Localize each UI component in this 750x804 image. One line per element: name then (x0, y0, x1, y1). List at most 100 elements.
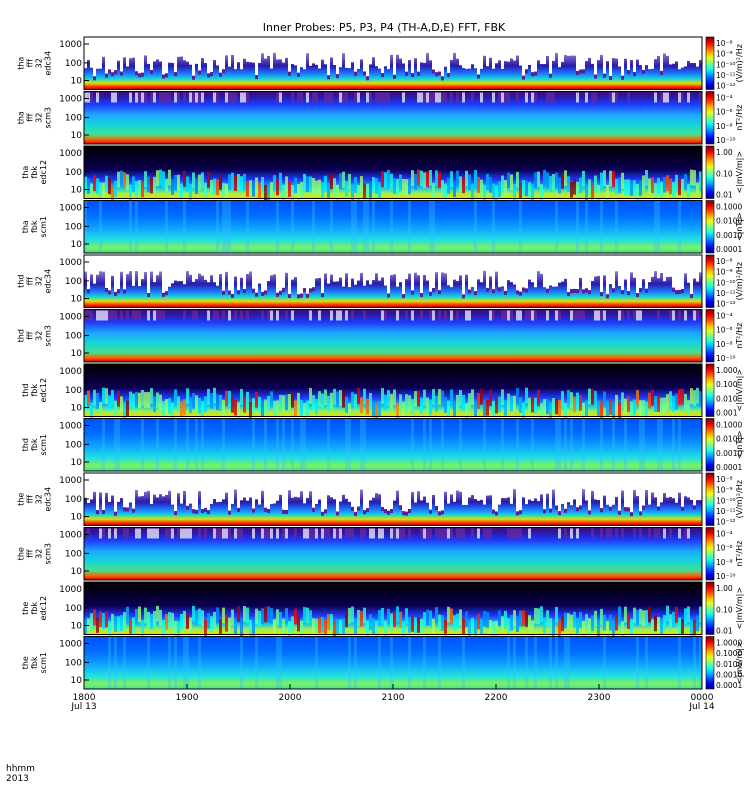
texture-strip (477, 37, 480, 75)
texture-strip (114, 418, 117, 471)
texture-strip (603, 37, 606, 74)
texture-strip (651, 389, 654, 406)
texture-strip (699, 636, 702, 689)
texture-strip (438, 389, 441, 405)
panel-texture (87, 528, 690, 539)
texture-strip (204, 37, 207, 64)
texture-strip (426, 528, 429, 539)
texture-strip (627, 37, 630, 71)
panel-spectrogram (84, 91, 702, 144)
texture-strip (405, 473, 408, 512)
texture-strip (468, 620, 471, 637)
texture-strip (567, 389, 570, 406)
texture-strip (579, 37, 582, 70)
texture-strip (207, 388, 210, 405)
texture-strip (174, 620, 177, 637)
colorbar-tick-label: 10⁻⁸ (716, 39, 733, 48)
texture-strip (618, 510, 621, 515)
texture-strip (276, 418, 279, 471)
texture-strip (483, 37, 486, 56)
texture-strip (282, 473, 285, 510)
texture-strip (342, 171, 345, 188)
texture-strip (210, 37, 213, 73)
texture-strip (513, 255, 516, 285)
texture-strip (213, 473, 216, 500)
texture-strip (693, 473, 696, 506)
panel-texture (84, 387, 702, 420)
texture-strip (87, 37, 90, 60)
colorbar-title: nT²/Hz (735, 323, 744, 349)
texture-strip (267, 395, 270, 412)
texture-strip (582, 69, 585, 74)
texture-strip (330, 614, 333, 630)
texture-strip (690, 255, 693, 295)
texture-strip (246, 310, 249, 321)
panel-label-line: scm1 (39, 216, 48, 237)
texture-strip (486, 473, 489, 496)
texture-strip (195, 418, 198, 471)
texture-strip (552, 255, 555, 287)
panel-label-line: scm3 (44, 325, 53, 346)
texture-strip (228, 92, 231, 103)
texture-strip (417, 71, 420, 76)
texture-strip (678, 310, 681, 321)
panel-label-line: 32 (35, 58, 44, 68)
texture-strip (624, 37, 627, 59)
texture-strip (492, 401, 495, 417)
texture-strip (507, 310, 510, 321)
texture-strip (297, 37, 300, 73)
texture-strip (573, 37, 576, 56)
texture-strip (285, 176, 288, 193)
colorbar-tick-label: 10⁻⁴ (716, 94, 733, 103)
texture-strip (648, 606, 651, 623)
texture-strip (516, 528, 519, 539)
texture-strip (168, 612, 171, 628)
texture-strip (411, 290, 414, 295)
texture-strip (345, 92, 348, 103)
texture-strip (459, 37, 462, 66)
texture-strip (111, 92, 114, 103)
texture-strip (453, 473, 456, 502)
texture-strip (153, 528, 156, 539)
texture-strip (306, 528, 309, 539)
texture-strip (87, 255, 90, 290)
texture-strip (576, 473, 579, 508)
texture-strip (162, 171, 165, 188)
texture-strip (519, 291, 522, 296)
texture-strip (516, 511, 519, 516)
texture-strip (426, 37, 429, 53)
texture-strip (246, 200, 249, 253)
texture-strip (558, 37, 561, 68)
texture-strip (339, 390, 342, 406)
texture-strip (114, 528, 117, 539)
texture-strip (192, 255, 195, 282)
texture-strip (654, 92, 657, 103)
texture-strip (192, 605, 195, 622)
texture-strip (660, 92, 663, 103)
texture-strip (276, 636, 279, 689)
texture-strip (276, 292, 279, 297)
texture-strip (552, 397, 555, 414)
texture-strip (153, 92, 156, 103)
texture-strip (417, 255, 420, 276)
texture-strip (477, 255, 480, 280)
texture-strip (234, 37, 237, 70)
texture-strip (615, 614, 618, 631)
texture-strip (126, 174, 129, 191)
texture-strip (114, 310, 117, 321)
texture-strip (105, 388, 108, 404)
texture-strip (531, 310, 534, 321)
texture-strip (453, 615, 456, 631)
texture-strip (474, 400, 477, 417)
texture-strip (618, 255, 621, 287)
texture-strip (153, 176, 156, 193)
texture-strip (348, 255, 351, 288)
texture-strip (645, 636, 648, 689)
texture-strip (441, 473, 444, 511)
texture-strip (597, 620, 600, 637)
texture-strip (453, 37, 456, 53)
texture-strip (225, 255, 228, 272)
y-tick-label: 100 (65, 549, 82, 559)
texture-strip (537, 473, 540, 502)
texture-strip (396, 528, 399, 539)
